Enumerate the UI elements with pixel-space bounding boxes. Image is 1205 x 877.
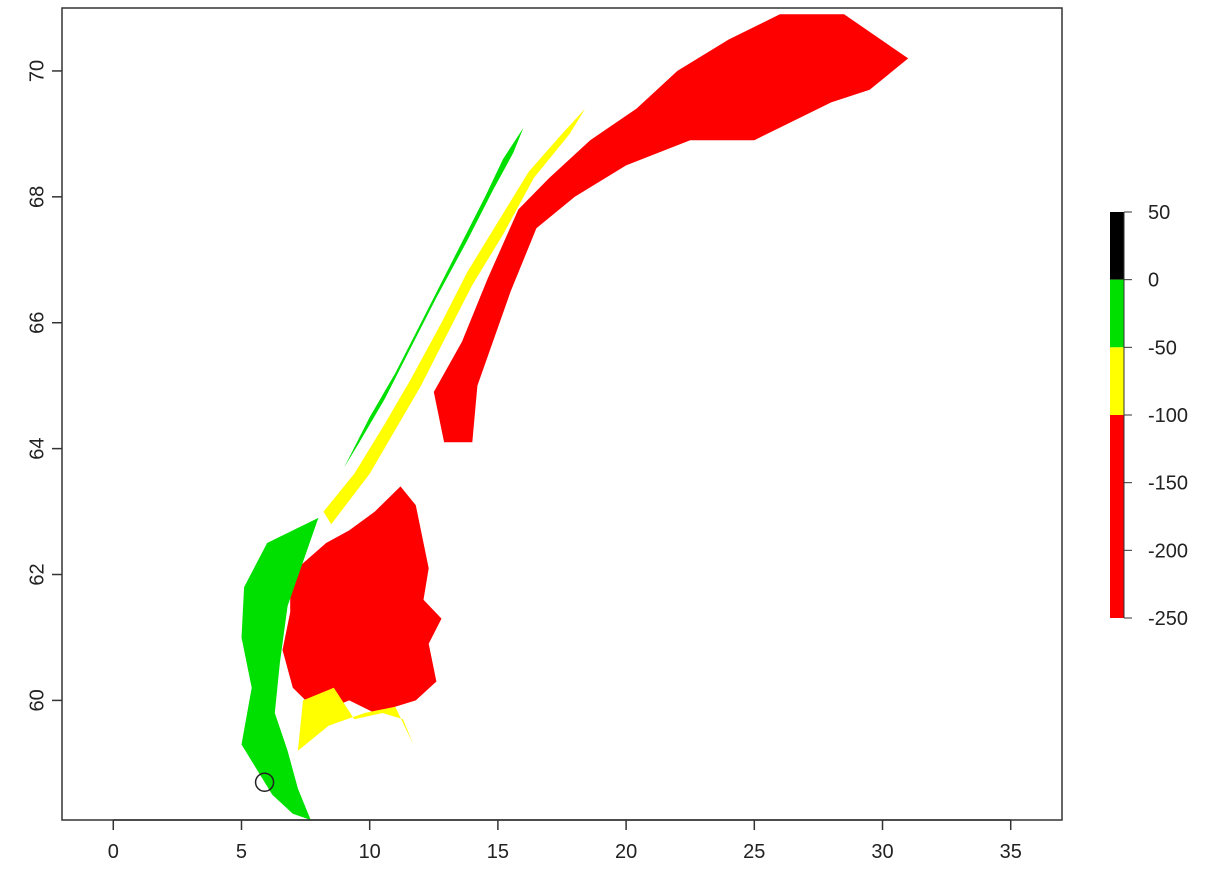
x-tick-label: 30 [871, 841, 893, 863]
y-tick-label: 68 [26, 186, 48, 208]
region-yellow-south [297, 687, 414, 751]
x-tick-label: 0 [108, 841, 119, 863]
y-tick-label: 70 [26, 60, 48, 82]
color-legend: 50 0 -50 -100 -150 -200 -250 [1110, 202, 1188, 630]
legend-swatch [1110, 347, 1124, 415]
x-tick-label: 20 [615, 841, 637, 863]
plot-frame [61, 7, 1063, 821]
y-tick-label: 66 [26, 312, 48, 334]
map-regions [241, 14, 909, 820]
region-green-coast-south [241, 517, 319, 820]
legend-label: 50 [1148, 202, 1170, 224]
legend-label: 0 [1148, 270, 1159, 292]
x-tick-label: 15 [487, 841, 509, 863]
legend-swatch [1110, 279, 1124, 348]
legend-label: -250 [1148, 608, 1188, 630]
legend-swatch [1110, 415, 1124, 618]
y-tick-label: 64 [26, 437, 48, 459]
x-tick-label: 10 [359, 841, 381, 863]
y-tick-label: 62 [26, 563, 48, 585]
legend-label: -100 [1148, 405, 1188, 427]
location-marker [254, 772, 275, 792]
x-axis: 0 5 10 15 20 25 30 35 [108, 819, 1022, 863]
x-tick-label: 5 [236, 841, 247, 863]
region-yellow-mid [323, 108, 586, 525]
region-red-north [433, 14, 909, 443]
x-tick-label: 25 [743, 841, 765, 863]
region-red-interior-south [282, 486, 442, 713]
map-marker-layer [254, 772, 275, 792]
y-axis: 60 62 64 66 68 70 [26, 60, 62, 712]
legend-swatch [1110, 212, 1124, 280]
legend-label: -50 [1148, 337, 1177, 359]
x-tick-label: 35 [1000, 841, 1022, 863]
legend-label: -200 [1148, 540, 1188, 562]
legend-label: -150 [1148, 473, 1188, 495]
region-green-coast-north [344, 127, 524, 468]
y-tick-label: 60 [26, 689, 48, 711]
